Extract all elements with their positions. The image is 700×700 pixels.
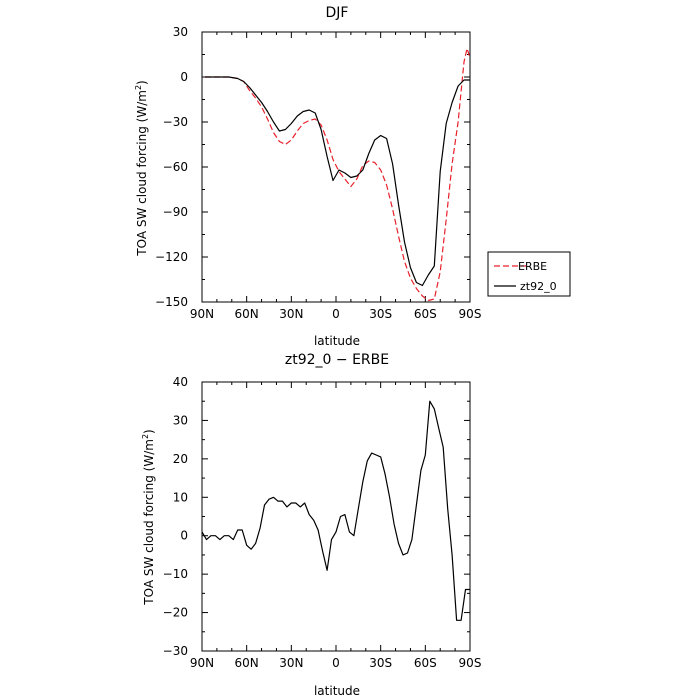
y-tick-label: 0 — [180, 529, 188, 543]
legend-label-zt92-0: zt92_0 — [520, 280, 557, 293]
plot-area: 90N 60N 30N 0 30S 60S 90S −150 −120 −90 −60 −30 0 30 — [155, 25, 481, 321]
legend: ERBE zt92_0 — [487, 251, 571, 297]
series-line-erbe — [205, 47, 471, 302]
y-tick-label: −120 — [155, 250, 188, 264]
plot-frame — [201, 31, 471, 303]
legend-label-erbe: ERBE — [518, 260, 547, 273]
y-axis-label: TOA SW cloud forcing (W/m2) — [134, 80, 149, 256]
x-tick-label: 60S — [414, 656, 437, 670]
y-tick-label: −90 — [163, 205, 188, 219]
djf-panel: DJF latitude TOA SW cloud forcing (W/m2)… — [134, 5, 571, 348]
plot-frame — [201, 381, 471, 652]
y-tick-label: −60 — [163, 160, 188, 174]
y-tick-label: −30 — [163, 115, 188, 129]
y-tick-label: 40 — [173, 375, 188, 389]
x-axis-label: latitude — [314, 334, 360, 348]
x-axis-label: latitude — [314, 684, 360, 698]
x-tick-label: 30S — [369, 656, 392, 670]
x-tick-label: 90N — [190, 656, 214, 670]
x-tick-label: 0 — [332, 307, 340, 321]
x-tick-label: 90N — [190, 307, 214, 321]
x-tick-label: 0 — [332, 656, 340, 670]
y-tick-label: 30 — [173, 413, 188, 427]
difference-panel: zt92_0 − ERBE latitude TOA SW cloud forc… — [141, 352, 481, 698]
y-tick-label: 20 — [173, 452, 188, 466]
series-line-difference — [201, 400, 470, 621]
y-tick-label: 10 — [173, 490, 188, 504]
plot-area: 90N 60N 30N 0 30S 60S 90S −30 −20 −10 0 10 20 30 40 — [163, 375, 482, 670]
y-tick-label: −20 — [163, 606, 188, 620]
x-tick-label: 30N — [279, 307, 303, 321]
chart-title: DJF — [326, 5, 349, 21]
y-tick-label: 30 — [173, 25, 188, 39]
x-tick-label: 90S — [459, 307, 482, 321]
y-tick-label: −30 — [163, 644, 188, 658]
y-tick-label: −10 — [163, 567, 188, 581]
x-tick-label: 60N — [235, 307, 259, 321]
x-tick-label: 90S — [459, 656, 482, 670]
x-tick-label: 60S — [414, 307, 437, 321]
y-tick-label: −150 — [155, 295, 188, 309]
x-tick-label: 30N — [279, 656, 303, 670]
x-tick-label: 60N — [235, 656, 259, 670]
x-tick-label: 30S — [369, 307, 392, 321]
y-tick-label: 0 — [180, 70, 188, 84]
y-axis-label: TOA SW cloud forcing (W/m2) — [141, 429, 156, 605]
chart-title: zt92_0 − ERBE — [285, 352, 389, 368]
series-line-zt92-0 — [205, 76, 470, 287]
